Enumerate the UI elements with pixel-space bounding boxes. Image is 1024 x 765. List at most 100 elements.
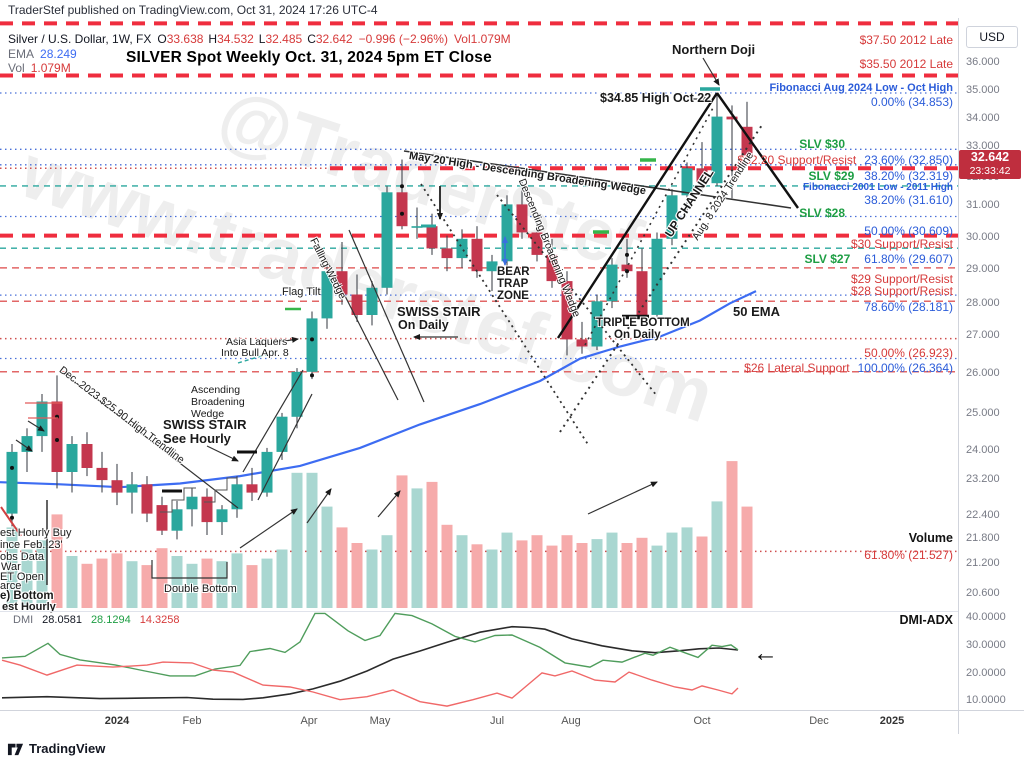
candle-body: [141, 484, 153, 514]
symbol-legend[interactable]: Silver / U.S. Dollar, 1W, FX O33.638 H34.5…: [8, 32, 511, 46]
level-label-text: Fibonacci Aug 2024 Low - Oct High: [769, 82, 953, 94]
level-label: SLV $28: [799, 206, 845, 220]
price-tick-label: 31.000: [966, 199, 1000, 211]
time-tick-label: Oct: [693, 715, 711, 727]
candle-body: [501, 204, 513, 262]
stair-zigzag: [204, 477, 237, 503]
level-label-text: $29 Support/Resist: [850, 272, 953, 286]
volume-bar: [381, 535, 393, 608]
level-label-text: SLV $28: [799, 206, 845, 220]
legend-part: Vol: [8, 61, 25, 75]
candle-dot: [10, 515, 14, 520]
volume-bar: [486, 549, 498, 608]
level-label: $26 Lateral Support 100.00% (26.364): [744, 361, 953, 375]
candle-body: [711, 116, 723, 184]
price-tick-label: 27.000: [966, 329, 1000, 341]
candle-dot: [400, 211, 404, 216]
level-label: $32.20 Support/Resist 23.60% (32.850): [738, 153, 953, 167]
aug8-trendline-dotted: [559, 124, 763, 433]
candle-body: [606, 264, 618, 302]
stair-zigzag: [160, 487, 196, 513]
annotation-text: On Daily: [398, 318, 449, 332]
dmi-plus-di-value: 28.1294: [90, 614, 131, 626]
price-tick-label: 20.600: [966, 587, 1000, 599]
volume-bar: [66, 556, 78, 608]
last-price-badge[interactable]: 32.642 23:33:42: [959, 150, 1021, 179]
volume-bar: [411, 488, 423, 608]
volume-trend-arrow: [306, 488, 332, 524]
volume-bar: [246, 565, 258, 608]
legend-part: Silver / U.S. Dollar, 1W, FX: [8, 32, 152, 46]
time-tick-label: 2025: [879, 715, 905, 727]
candle-body: [216, 509, 228, 523]
last-price: 32.642: [970, 150, 1010, 164]
volume-bar: [21, 549, 33, 608]
annotation-text: SWISS STAIR: [163, 417, 247, 432]
annotation-text: On Daily: [614, 329, 661, 341]
volume-legend[interactable]: Vol 1.079M: [8, 61, 71, 75]
volume-bar: [141, 565, 153, 608]
annotation-text: TRAP: [497, 278, 529, 290]
volume-bar: [726, 461, 738, 608]
level-label: 38.20% (31.610): [864, 193, 953, 207]
volume-bar: [216, 561, 228, 608]
ema-legend[interactable]: EMA 28.249: [8, 47, 77, 61]
annotation-text: Double Bottom: [164, 583, 237, 595]
annotation-text: Northern Doji: [672, 42, 756, 57]
price-tick-label: 23.200: [966, 473, 1000, 485]
volume-bar: [456, 535, 468, 608]
level-label-text: 61.80% (21.527): [864, 548, 953, 562]
level-label: Volume: [909, 531, 953, 545]
bar-countdown: 23:33:42: [969, 165, 1011, 177]
candle-body: [726, 116, 738, 120]
candle-body: [666, 195, 678, 239]
price-tick-label: 25.000: [966, 407, 1000, 419]
dmi-adx-path: [1, 625, 739, 701]
dmi-minus_di-path: [1, 659, 739, 707]
annotation-text: ET Open: [0, 571, 44, 583]
legend-part: C: [307, 32, 316, 46]
tradingview-brand[interactable]: TradingView: [7, 740, 105, 757]
volume-bar: [96, 558, 108, 608]
chart-title: SILVER Spot Weekly Oct. 31, 2024 5pm ET …: [126, 49, 492, 66]
volume-bar: [261, 558, 273, 608]
price-tick-label: 30.0000: [966, 639, 1006, 651]
level-label-text: $35.50 2012 Late: [859, 57, 953, 71]
level-label: 50.00% (30.609): [864, 224, 953, 238]
time-tick-label: May: [369, 715, 391, 727]
annotation-text: ince Feb. 23': [0, 539, 63, 551]
volume-trend-arrow: [377, 490, 401, 518]
dmi-indicator-legend[interactable]: DMI 28.0581 28.1294 14.3258: [13, 614, 188, 626]
annotation-text: Broadening: [191, 396, 245, 408]
candle-body: [261, 451, 273, 493]
level-label-text: 38.20% (32.319): [864, 169, 953, 183]
volume-bar: [51, 514, 63, 608]
candle-body: [111, 480, 123, 493]
desc-wedge-dotted: [496, 194, 658, 397]
candle-body: [471, 238, 483, 272]
volume-bar: [291, 472, 303, 608]
level-label-text: 61.80% (29.607): [864, 252, 953, 266]
level-label: $28 Support/Resist: [851, 284, 953, 298]
ascending-wedge-line: [242, 369, 304, 473]
volume-bar: [561, 535, 573, 608]
currency-toggle-button[interactable]: USD: [966, 26, 1018, 48]
candle-body: [336, 271, 348, 295]
time-tick-label: Feb: [182, 715, 202, 727]
volume-bar: [636, 537, 648, 608]
price-candles: [6, 93, 753, 540]
price-tick-label: 29.000: [966, 263, 1000, 275]
annotation-text: BEAR: [497, 266, 530, 278]
small-arrow: [27, 420, 45, 432]
time-axis-border: [0, 710, 1024, 711]
price-tick-label: 21.800: [966, 532, 1000, 544]
price-tick-label: 30.000: [966, 231, 1000, 243]
price-tick-label: 26.000: [966, 367, 1000, 379]
candle-dot: [55, 438, 59, 442]
volume-bar: [711, 501, 723, 608]
candle-body: [516, 204, 528, 233]
volume-bar: [396, 475, 408, 608]
candle-body: [21, 436, 33, 452]
falling-wedge-line: [348, 229, 425, 403]
